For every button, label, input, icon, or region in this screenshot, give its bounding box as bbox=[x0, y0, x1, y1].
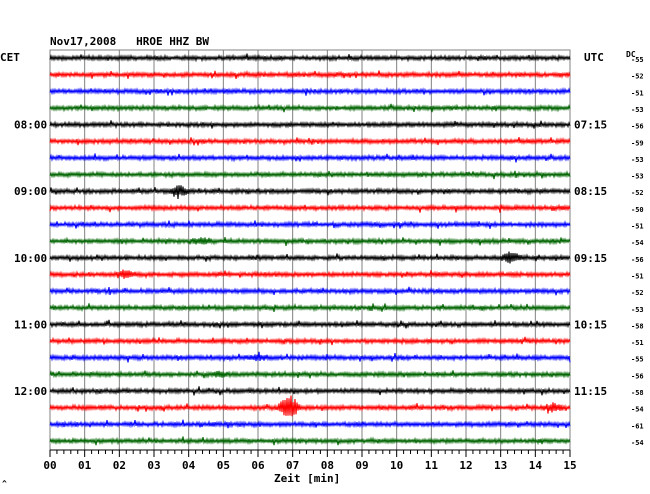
x-tick-label: 00 bbox=[43, 459, 56, 472]
dc-offset-label: -51 bbox=[631, 339, 644, 347]
dc-offset-label: -54 bbox=[631, 239, 644, 247]
dc-header-label: DC bbox=[626, 50, 636, 59]
trace-line bbox=[49, 236, 571, 246]
trace-line bbox=[49, 436, 571, 446]
dc-offset-label: -52 bbox=[631, 73, 644, 81]
x-tick-label: 03 bbox=[147, 459, 160, 472]
dc-offset-label: -53 bbox=[631, 173, 644, 181]
chart-title: Nov17,2008 HROE HHZ BW bbox=[50, 35, 209, 48]
time-labels: 08:00 09:00 10:00 11:00 12:00 07:15 08:15 09:15… bbox=[14, 56, 644, 447]
dc-offset-label: -58 bbox=[631, 389, 644, 397]
x-tick-label: 04 bbox=[182, 459, 196, 472]
left-time-label: 08:00 bbox=[14, 119, 47, 132]
trace-line bbox=[49, 419, 571, 429]
left-time-label: 10:00 bbox=[14, 252, 47, 265]
left-time-label: 12:00 bbox=[14, 385, 47, 398]
dc-offset-label: -55 bbox=[631, 56, 644, 64]
x-tick-label: 12 bbox=[459, 459, 472, 472]
trace-line bbox=[49, 386, 571, 396]
trace-line bbox=[49, 120, 571, 130]
right-time-label: 10:15 bbox=[574, 318, 607, 331]
left-time-label: 09:00 bbox=[14, 185, 47, 198]
x-tick-label: 07 bbox=[286, 459, 299, 472]
trace-line bbox=[49, 269, 571, 280]
trace-line bbox=[49, 169, 571, 180]
trace-line bbox=[49, 86, 571, 96]
trace-line bbox=[49, 103, 571, 113]
left-timezone-label: CET bbox=[0, 51, 20, 64]
x-axis: 00 01 02 03 04 05 06 07 08 09 10 11 12 13 14 15 bbox=[43, 449, 577, 472]
trace-line bbox=[49, 251, 571, 264]
dc-offset-label: -54 bbox=[631, 406, 644, 414]
left-time-label: 11:00 bbox=[14, 318, 47, 331]
trace-line bbox=[49, 69, 571, 80]
corner-mark: ^ bbox=[2, 479, 7, 488]
x-tick-label: 10 bbox=[390, 459, 403, 472]
x-tick-label: 11 bbox=[425, 459, 439, 472]
trace-line bbox=[49, 203, 571, 213]
dc-offset-label: -53 bbox=[631, 106, 644, 114]
x-tick-label: 02 bbox=[113, 459, 126, 472]
trace-line bbox=[49, 153, 571, 163]
dc-offset-label: -52 bbox=[631, 189, 644, 197]
trace-line bbox=[49, 286, 571, 296]
dc-offset-label: -56 bbox=[631, 256, 644, 264]
trace-lines bbox=[49, 53, 571, 446]
right-time-label: 09:15 bbox=[574, 252, 607, 265]
x-tick-label: 09 bbox=[355, 459, 368, 472]
dc-offset-label: -51 bbox=[631, 223, 644, 231]
dc-offset-label: -53 bbox=[631, 156, 644, 164]
right-time-label: 11:15 bbox=[574, 385, 607, 398]
x-tick-label: 05 bbox=[217, 459, 230, 472]
x-tick-label: 15 bbox=[563, 459, 576, 472]
dc-offset-label: -58 bbox=[631, 322, 644, 330]
trace-line bbox=[49, 351, 571, 363]
dc-offset-label: -61 bbox=[631, 422, 644, 430]
dc-offset-label: -55 bbox=[631, 356, 644, 364]
dc-offset-label: -52 bbox=[631, 289, 644, 297]
dc-offset-label: -54 bbox=[631, 439, 644, 447]
right-time-label: 08:15 bbox=[574, 185, 607, 198]
grid bbox=[49, 49, 571, 451]
dc-offset-label: -59 bbox=[631, 139, 644, 147]
trace-line bbox=[49, 136, 571, 147]
trace-line bbox=[49, 302, 571, 313]
trace-line bbox=[49, 53, 571, 63]
x-tick-label: 13 bbox=[494, 459, 507, 472]
dc-offset-label: -51 bbox=[631, 272, 644, 280]
dc-offset-label: -56 bbox=[631, 372, 644, 380]
dc-offset-label: -53 bbox=[631, 306, 644, 314]
trace-line bbox=[49, 395, 571, 417]
x-tick-label: 14 bbox=[529, 459, 543, 472]
trace-line bbox=[49, 369, 571, 379]
x-tick-label: 08 bbox=[321, 459, 334, 472]
x-tick-label: 06 bbox=[251, 459, 265, 472]
x-axis-label: Zeit [min] bbox=[274, 472, 340, 485]
dc-offset-label: -56 bbox=[631, 123, 644, 131]
right-time-label: 07:15 bbox=[574, 119, 607, 132]
dc-offset-label: -50 bbox=[631, 206, 644, 214]
trace-line bbox=[49, 319, 571, 329]
dc-offset-label: -51 bbox=[631, 89, 644, 97]
trace-line bbox=[49, 220, 571, 230]
trace-line bbox=[49, 336, 571, 346]
x-tick-label: 01 bbox=[78, 459, 92, 472]
trace-line bbox=[49, 185, 571, 200]
right-timezone-label: UTC bbox=[584, 51, 604, 64]
